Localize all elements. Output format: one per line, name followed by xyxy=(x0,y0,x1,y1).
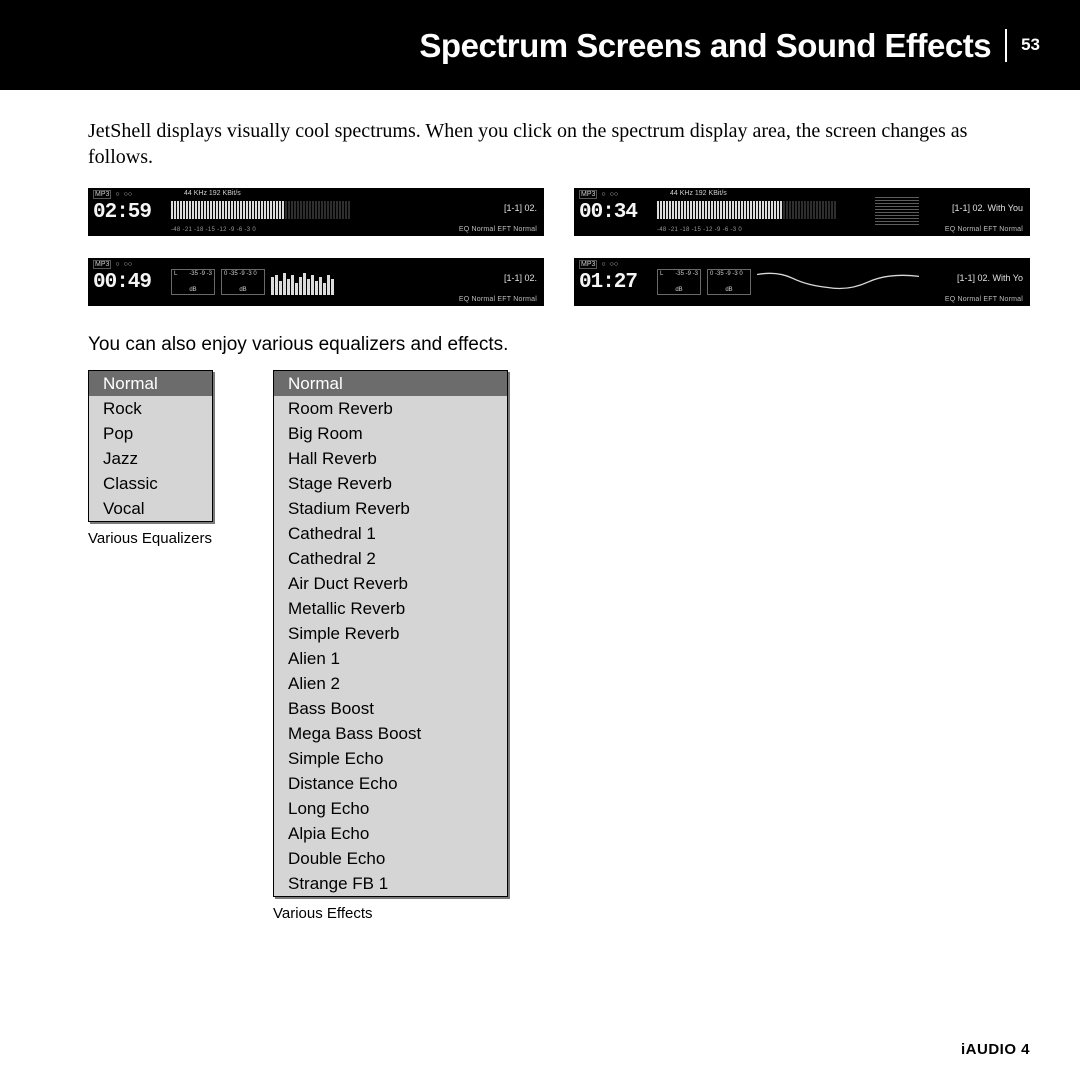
list-item[interactable]: Vocal xyxy=(89,496,212,521)
audio-info: 44 KHz 192 KBit/s xyxy=(670,190,727,197)
list-item[interactable]: Alien 2 xyxy=(274,671,507,696)
track-label: [1-1] 02. xyxy=(504,203,537,213)
spectrum-panel[interactable]: MP3○○○ 00:34 [1-1] 02. With You EQ Normal E… xyxy=(574,188,1030,236)
db-meter-left: L-35 -9 -3dB xyxy=(657,269,701,295)
list-item[interactable]: Bass Boost xyxy=(274,696,507,721)
db-scale: -48 -21 -18 -15 -12 -9 -6 -3 0 xyxy=(657,227,742,233)
eq-eft-label: EQ Normal EFT Normal xyxy=(459,226,537,233)
track-label: [1-1] 02. xyxy=(504,273,537,283)
list-item[interactable]: Strange FB 1 xyxy=(274,871,507,896)
eq-intro-paragraph: You can also enjoy various equalizers an… xyxy=(88,334,1030,356)
list-item[interactable]: Cathedral 1 xyxy=(274,521,507,546)
page-title: Spectrum Screens and Sound Effects xyxy=(419,29,1007,62)
list-item[interactable]: Alpia Echo xyxy=(274,821,507,846)
time-display: 00:49 xyxy=(93,271,151,294)
eq-eft-label: EQ Normal EFT Normal xyxy=(945,296,1023,303)
spectrum-grid: MP3○○○ 02:59 [1-1] 02. EQ Normal EFT Normal… xyxy=(88,188,1030,306)
time-display: 01:27 xyxy=(579,271,637,294)
spectrum-panel[interactable]: MP3○○○ 00:49 [1-1] 02. EQ Normal EFT Normal… xyxy=(88,258,544,306)
level-meter xyxy=(171,201,433,219)
time-display: 02:59 xyxy=(93,201,151,224)
list-item[interactable]: Hall Reverb xyxy=(274,446,507,471)
waveform xyxy=(757,269,919,293)
list-item[interactable]: Normal xyxy=(274,371,507,396)
list-item[interactable]: Air Duct Reverb xyxy=(274,571,507,596)
list-item[interactable]: Stadium Reverb xyxy=(274,496,507,521)
time-display: 00:34 xyxy=(579,201,637,224)
page-number: 53 xyxy=(1007,35,1040,55)
list-item[interactable]: Pop xyxy=(89,421,212,446)
page-content: JetShell displays visually cool spectrum… xyxy=(0,90,1080,922)
eq-eft-label: EQ Normal EFT Normal xyxy=(459,296,537,303)
db-scale: -48 -21 -18 -15 -12 -9 -6 -3 0 xyxy=(171,227,256,233)
format-label: MP3○○○ xyxy=(579,260,618,269)
effects-caption: Various Effects xyxy=(273,905,508,922)
effects-menu[interactable]: NormalRoom ReverbBig RoomHall ReverbStag… xyxy=(273,370,508,897)
list-item[interactable]: Simple Echo xyxy=(274,746,507,771)
equalizer-caption: Various Equalizers xyxy=(88,530,213,547)
waveform-lines xyxy=(875,197,919,225)
eq-eft-label: EQ Normal EFT Normal xyxy=(945,226,1023,233)
list-item[interactable]: Simple Reverb xyxy=(274,621,507,646)
footer-product: iAUDIO 4 xyxy=(961,1041,1030,1058)
spectrum-bars xyxy=(271,273,334,295)
spectrum-panel[interactable]: MP3○○○ 01:27 [1-1] 02. With Yo EQ Normal EF… xyxy=(574,258,1030,306)
list-item[interactable]: Jazz xyxy=(89,446,212,471)
menus-row: NormalRockPopJazzClassicVocal Various Eq… xyxy=(88,370,1030,922)
track-label: [1-1] 02. With Yo xyxy=(957,273,1023,283)
list-item[interactable]: Alien 1 xyxy=(274,646,507,671)
db-meter-left: L-35 -9 -3dB xyxy=(171,269,215,295)
list-item[interactable]: Metallic Reverb xyxy=(274,596,507,621)
effects-column: NormalRoom ReverbBig RoomHall ReverbStag… xyxy=(273,370,508,922)
list-item[interactable]: Stage Reverb xyxy=(274,471,507,496)
db-meter-right: 0 -35 -9 -3 0dB xyxy=(707,269,751,295)
list-item[interactable]: Room Reverb xyxy=(274,396,507,421)
list-item[interactable]: Long Echo xyxy=(274,796,507,821)
list-item[interactable]: Distance Echo xyxy=(274,771,507,796)
spectrum-panel[interactable]: MP3○○○ 02:59 [1-1] 02. EQ Normal EFT Normal… xyxy=(88,188,544,236)
page-header: Spectrum Screens and Sound Effects 53 xyxy=(0,0,1080,90)
format-label: MP3○○○ xyxy=(93,260,132,269)
equalizer-column: NormalRockPopJazzClassicVocal Various Eq… xyxy=(88,370,213,547)
list-item[interactable]: Normal xyxy=(89,371,212,396)
equalizer-menu[interactable]: NormalRockPopJazzClassicVocal xyxy=(88,370,213,522)
list-item[interactable]: Mega Bass Boost xyxy=(274,721,507,746)
list-item[interactable]: Classic xyxy=(89,471,212,496)
list-item[interactable]: Big Room xyxy=(274,421,507,446)
format-label: MP3○○○ xyxy=(93,190,132,199)
list-item[interactable]: Double Echo xyxy=(274,846,507,871)
track-label: [1-1] 02. With You xyxy=(952,203,1023,213)
list-item[interactable]: Rock xyxy=(89,396,212,421)
audio-info: 44 KHz 192 KBit/s xyxy=(184,190,241,197)
intro-paragraph: JetShell displays visually cool spectrum… xyxy=(88,118,1030,170)
db-meter-right: 0 -35 -9 -3 0dB xyxy=(221,269,265,295)
list-item[interactable]: Cathedral 2 xyxy=(274,546,507,571)
format-label: MP3○○○ xyxy=(579,190,618,199)
